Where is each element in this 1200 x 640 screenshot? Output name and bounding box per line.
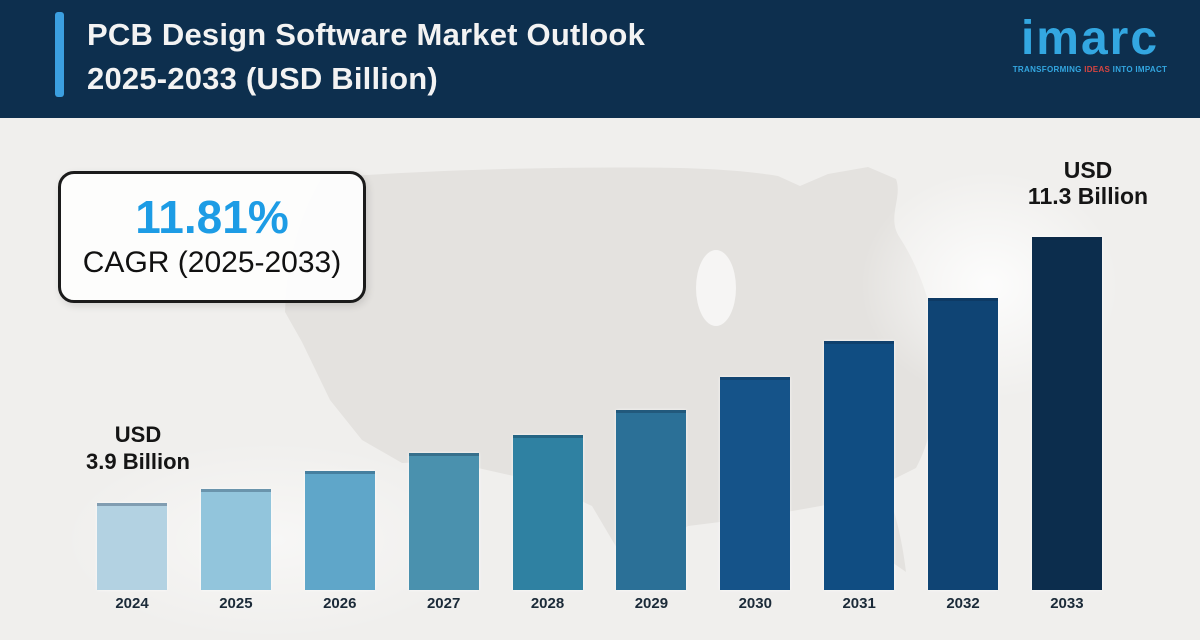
cagr-card: 11.81% CAGR (2025-2033)	[58, 171, 366, 303]
year-label-2028: 2028	[530, 595, 565, 612]
chart-bar-2032	[928, 298, 998, 590]
annotation-last-bar-line1: USD	[1063, 157, 1113, 183]
annotation-first-bar-line1: USD	[114, 422, 162, 447]
cagr-label: CAGR (2025-2033)	[82, 246, 342, 279]
tagline-pre: TRANSFORMING	[1012, 65, 1085, 74]
bar-column-2032: 2032	[928, 298, 998, 612]
imarc-logo: imarc TRANSFORMING IDEAS INTO IMPACT	[1010, 12, 1170, 75]
bar-column-2028: 2028	[512, 435, 583, 612]
year-label-2024: 2024	[115, 595, 149, 612]
year-label-2030: 2030	[738, 595, 772, 612]
chart-bar-2031	[824, 341, 895, 590]
bar-column-2027: 2027	[408, 453, 479, 612]
map-highlight-spot	[696, 250, 736, 326]
chart-bar-2029	[616, 410, 687, 590]
bar-column-2030: 2030	[720, 377, 791, 612]
imarc-logo-tagline: TRANSFORMING IDEAS INTO IMPACT	[1010, 65, 1170, 74]
chart-bar-2028	[512, 435, 583, 590]
header: PCB Design Software Market Outlook 2025-…	[0, 0, 1200, 118]
annotation-first-bar: USD 3.9 Billion	[63, 421, 213, 475]
chart-bar-2033	[1031, 237, 1102, 590]
bar-column-2026: 2026	[304, 471, 375, 612]
chart-bar-2030	[720, 377, 791, 590]
chart-bar-2027	[408, 453, 479, 590]
year-label-2029: 2029	[634, 595, 669, 612]
year-label-2025: 2025	[219, 595, 253, 612]
year-label-2027: 2027	[426, 595, 461, 612]
chart-bar-2026	[304, 471, 375, 590]
tagline-post: INTO IMPACT	[1110, 65, 1168, 74]
page-title-line2: 2025-2033 (USD Billion)	[87, 61, 438, 96]
year-label-2033: 2033	[1050, 595, 1084, 612]
imarc-logo-text: imarc	[1020, 12, 1160, 65]
bar-column-2031: 2031	[824, 341, 895, 612]
annotation-last-bar: USD 11.3 Billion	[1012, 157, 1164, 209]
chart-bar-2025	[200, 489, 271, 590]
year-label-2032: 2032	[946, 595, 980, 612]
tagline-accent: IDEAS	[1084, 65, 1111, 74]
bar-column-2025: 2025	[200, 489, 271, 612]
annotation-first-bar-line2: 3.9 Billion	[86, 449, 190, 474]
bar-column-2024: 2024	[97, 503, 167, 612]
cagr-value: 11.81%	[135, 191, 289, 243]
title-accent-bar	[55, 12, 64, 97]
page-title: PCB Design Software Market Outlook 2025-…	[87, 13, 645, 101]
bar-column-2033: 2033	[1031, 237, 1102, 612]
annotation-last-bar-line2: 11.3 Billion	[1027, 183, 1149, 209]
year-label-2031: 2031	[842, 595, 876, 612]
chart-bar-2024	[97, 503, 167, 590]
bar-column-2029: 2029	[616, 410, 687, 612]
page-title-line1: PCB Design Software Market Outlook	[87, 17, 646, 52]
year-label-2026: 2026	[323, 595, 357, 612]
